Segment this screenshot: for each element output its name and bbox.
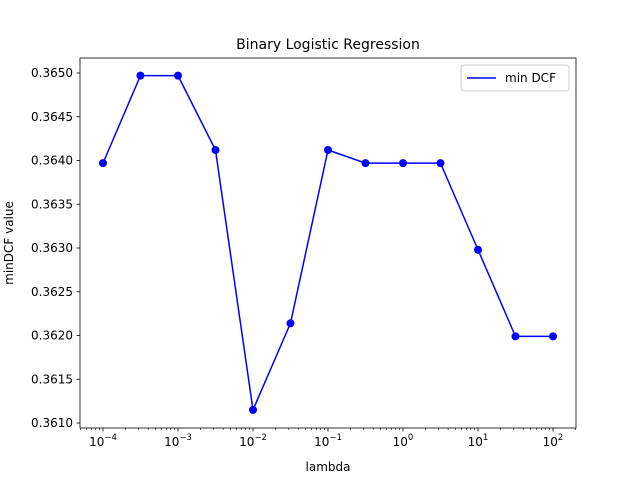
y-tick-label: 0.3650 (31, 66, 73, 80)
y-tick-label: 0.3615 (31, 372, 73, 386)
data-point (136, 71, 145, 80)
y-axis-label: minDCF value (2, 201, 16, 285)
series-layer (99, 71, 557, 414)
data-point (249, 405, 257, 414)
legend: min DCF (460, 64, 570, 92)
y-tick-label: 0.3625 (31, 285, 73, 299)
data-point (511, 332, 520, 341)
x-axis-label: lambda (306, 460, 351, 474)
data-point (549, 332, 557, 341)
plot-frame (79, 57, 577, 429)
y-tick-label: 0.3630 (31, 241, 73, 255)
chart-title: Binary Logistic Regression (236, 37, 420, 53)
x-tick-label: 10−3 (164, 433, 192, 449)
y-axis-ticks: 0.3610 0.3615 0.3620 0.3625 0.3630 0.3635 0.36… (31, 66, 80, 430)
x-axis-ticks: 10−4 10−3 10−2 10−1 100 101 102 (80, 428, 576, 449)
data-point (361, 159, 370, 168)
data-point (474, 245, 482, 254)
y-tick-label: 0.3610 (31, 416, 73, 430)
x-tick-label: 101 (468, 433, 489, 449)
data-point (399, 159, 407, 168)
x-tick-label: 102 (543, 433, 564, 449)
x-tick-label: 10−4 (89, 433, 117, 449)
y-tick-label: 0.3640 (31, 154, 73, 168)
data-point (99, 159, 107, 168)
legend-box (460, 64, 570, 92)
y-tick-label: 0.3620 (31, 329, 73, 343)
data-point (174, 71, 182, 80)
y-tick-label: 0.3645 (31, 110, 73, 124)
x-tick-label: 10−2 (239, 433, 267, 449)
y-tick-label: 0.3635 (31, 197, 73, 211)
x-tick-label: 100 (393, 433, 414, 449)
data-point (211, 146, 220, 154)
x-tick-label: 10−1 (314, 433, 342, 449)
data-point (436, 159, 445, 168)
data-point (286, 319, 295, 328)
legend-label: min DCF (505, 71, 556, 85)
data-point (324, 146, 332, 154)
series-line (102, 74, 553, 411)
